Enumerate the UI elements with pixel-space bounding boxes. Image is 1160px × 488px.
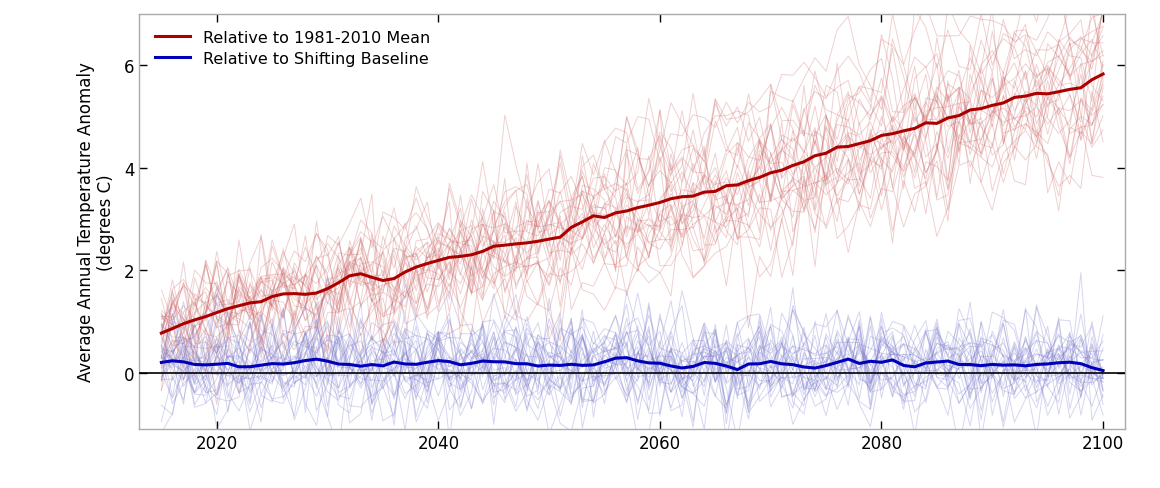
- Relative to 1981-2010 Mean: [154, 330, 168, 336]
- Relative to 1981-2010 Mean: [176, 321, 190, 327]
- Line: Relative to 1981-2010 Mean: Relative to 1981-2010 Mean: [161, 75, 1103, 333]
- Relative to Shifting Baseline: [198, 362, 212, 368]
- Legend: Relative to 1981-2010 Mean, Relative to Shifting Baseline: Relative to 1981-2010 Mean, Relative to …: [147, 22, 438, 75]
- Relative to Shifting Baseline: [176, 359, 190, 365]
- Relative to Shifting Baseline: [963, 362, 977, 368]
- Relative to Shifting Baseline: [1096, 368, 1110, 374]
- Relative to 1981-2010 Mean: [952, 113, 966, 119]
- Relative to 1981-2010 Mean: [609, 210, 623, 216]
- Y-axis label: Average Annual Temperature Anomaly
(degrees C): Average Annual Temperature Anomaly (degr…: [77, 62, 115, 382]
- Relative to Shifting Baseline: [254, 363, 268, 368]
- Relative to 1981-2010 Mean: [254, 299, 268, 305]
- Relative to 1981-2010 Mean: [198, 314, 212, 320]
- Relative to Shifting Baseline: [609, 355, 623, 361]
- Relative to 1981-2010 Mean: [875, 133, 889, 139]
- Relative to 1981-2010 Mean: [1096, 72, 1110, 78]
- Line: Relative to Shifting Baseline: Relative to Shifting Baseline: [161, 358, 1103, 371]
- Relative to Shifting Baseline: [154, 360, 168, 366]
- Relative to Shifting Baseline: [619, 355, 633, 361]
- Relative to Shifting Baseline: [885, 357, 899, 363]
